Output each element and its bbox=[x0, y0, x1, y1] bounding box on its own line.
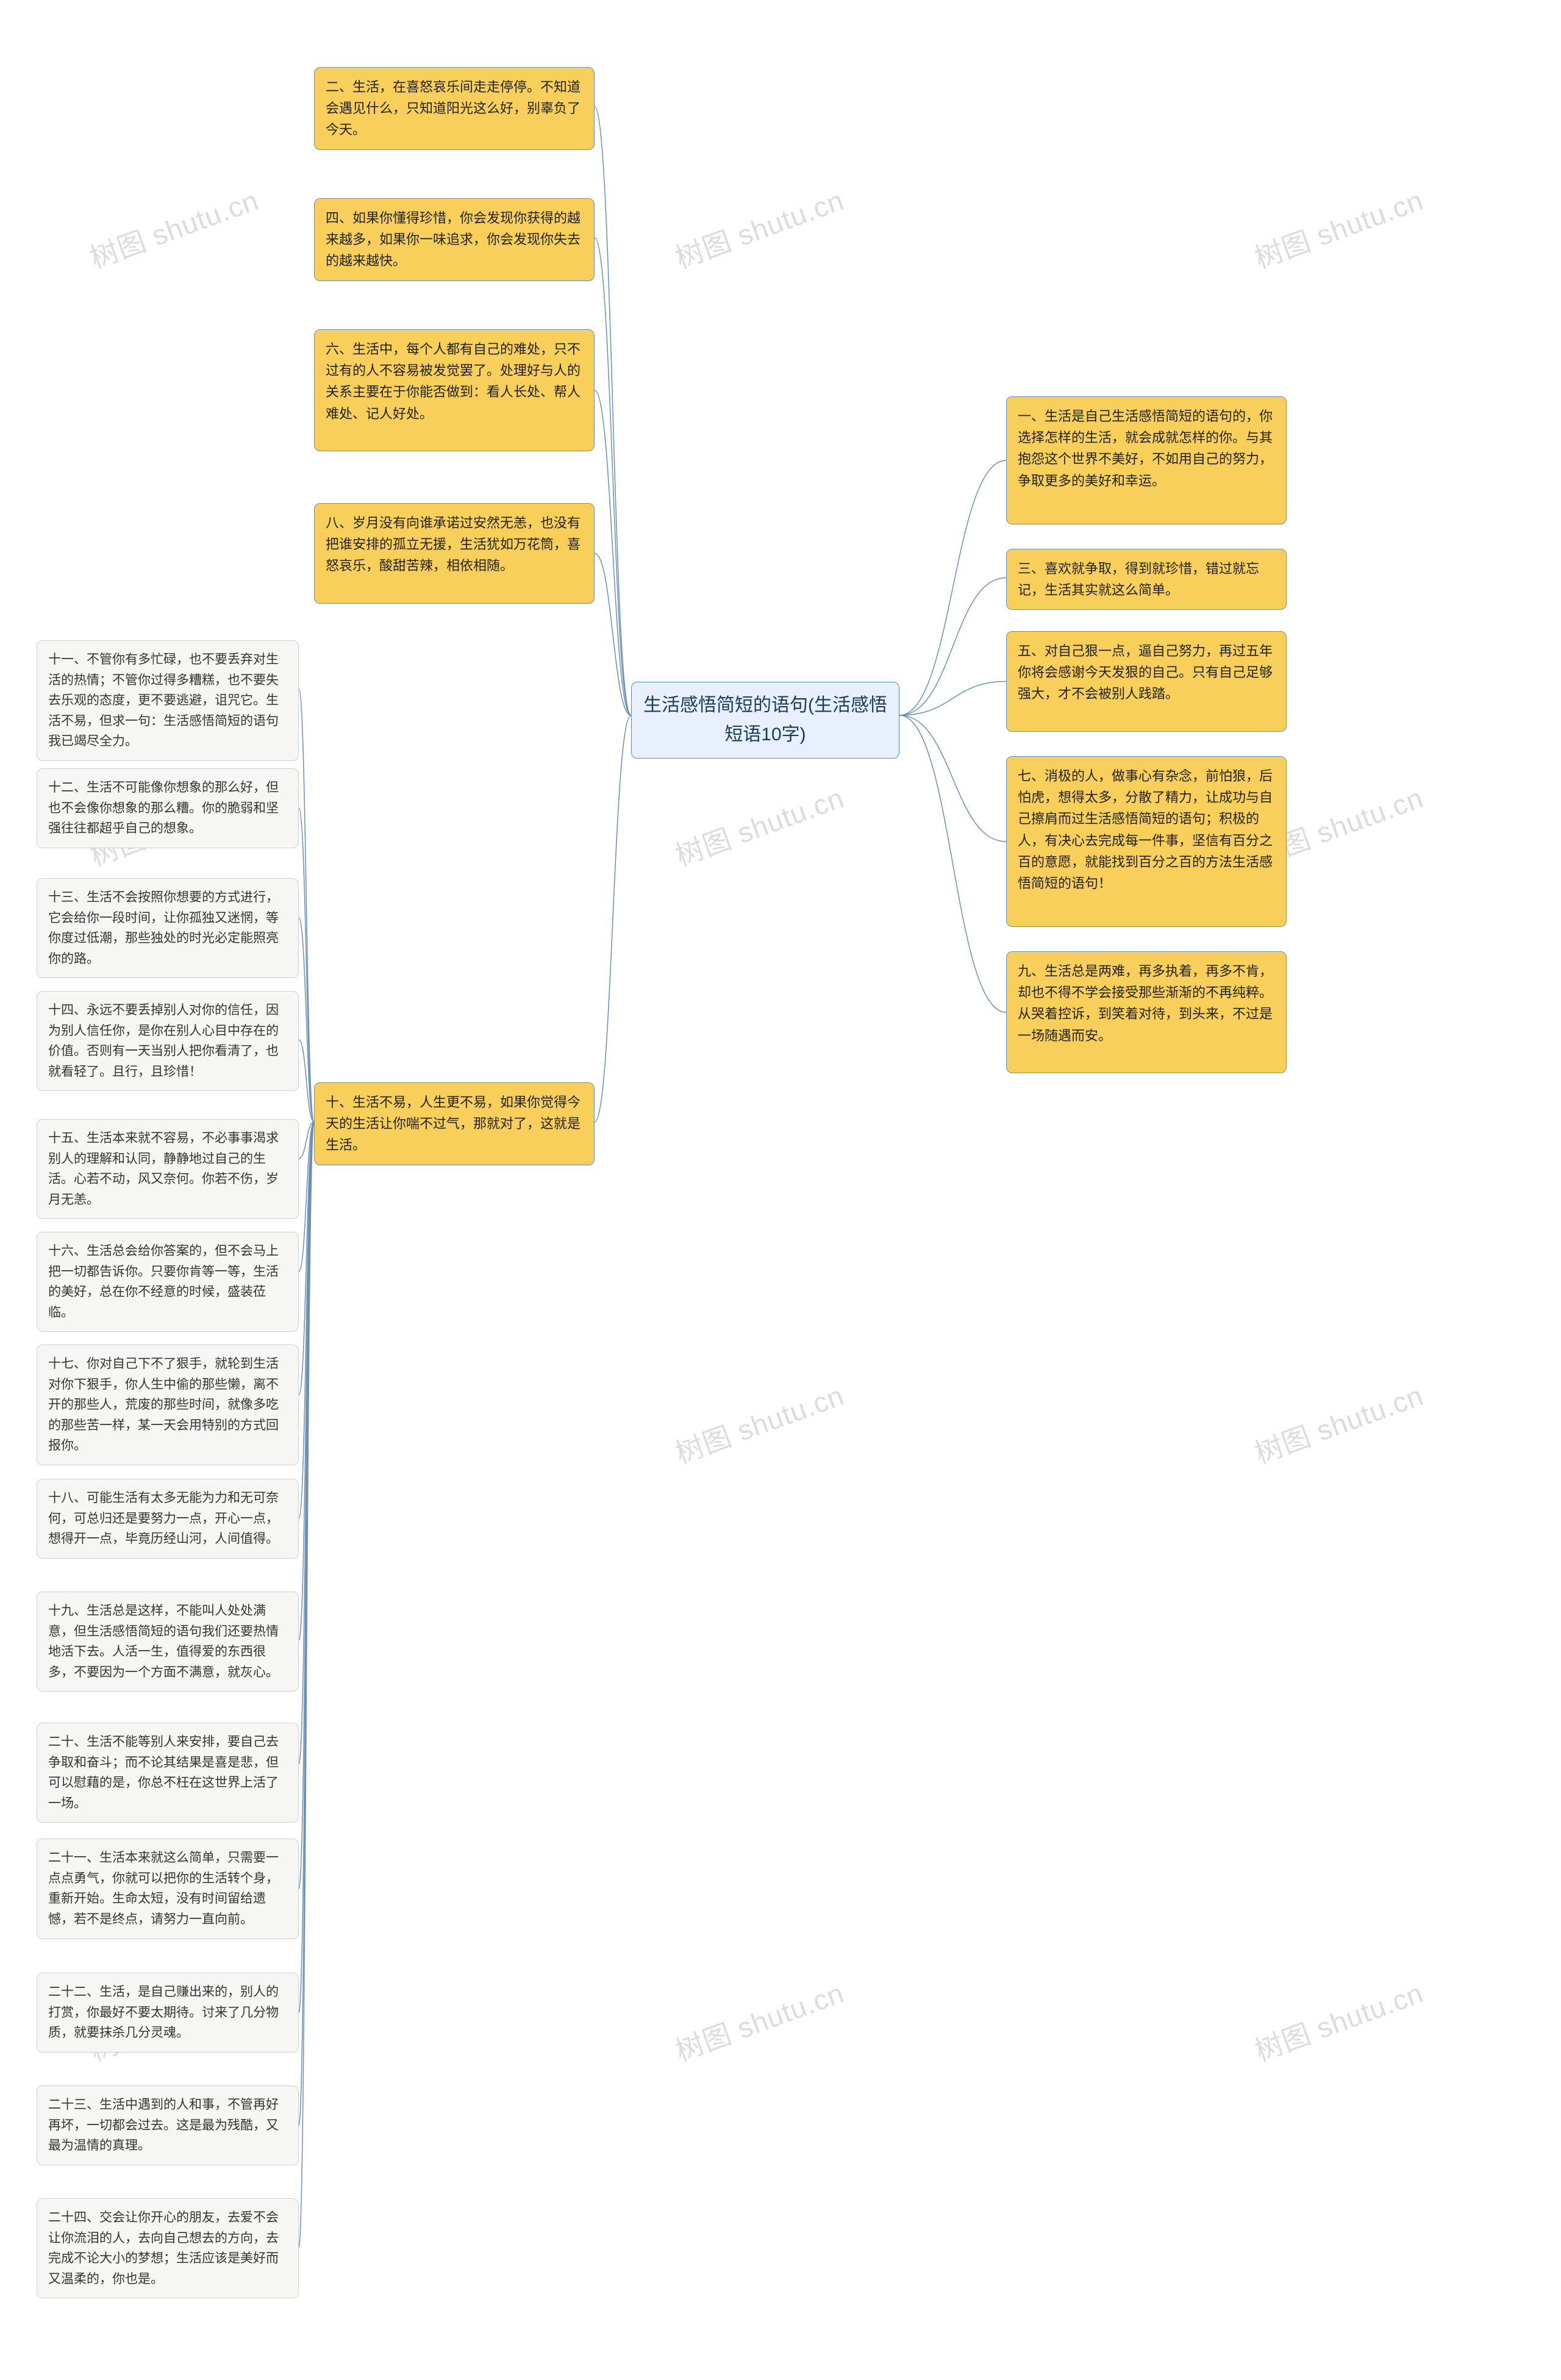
branch-node-l10: 十、生活不易，人生更不易，如果你觉得今天的生活让你喘不过气，那就对了，这就是生活… bbox=[314, 1082, 595, 1165]
mindmap-canvas: 树图 shutu.cn树图 shutu.cn树图 shutu.cn树图 shut… bbox=[0, 0, 1561, 2380]
branch-node-l6: 六、生活中，每个人都有自己的难处，只不过有的人不容易被发觉罢了。处理好与人的关系… bbox=[314, 329, 595, 451]
sub-node-s21: 二十一、生活本来就这么简单，只需要一点点勇气，你就可以把你的生活转个身，重新开始… bbox=[37, 1839, 299, 1939]
branch-node-r9: 九、生活总是两难，再多执着，再多不肯，却也不得不学会接受那些渐渐的不再纯粹。从哭… bbox=[1006, 951, 1287, 1073]
sub-node-s24: 二十四、交会让你开心的朋友，去爱不会让你流泪的人，去向自己想去的方向，去完成不论… bbox=[37, 2198, 299, 2298]
sub-node-s16: 十六、生活总会给你答案的，但不会马上把一切都告诉你。只要你肯等一等，生活的美好，… bbox=[37, 1232, 299, 1332]
sub-node-s18: 十八、可能生活有太多无能为力和无可奈何，可总归还是要努力一点，开心一点，想得开一… bbox=[37, 1479, 299, 1559]
branch-node-r5: 五、对自己狠一点，逼自己努力，再过五年你将会感谢今天发狠的自己。只有自己足够强大… bbox=[1006, 631, 1287, 732]
branch-node-r3: 三、喜欢就争取，得到就珍惜，错过就忘记，生活其实就这么简单。 bbox=[1006, 549, 1287, 610]
sub-node-s23: 二十三、生活中遇到的人和事，不管再好再坏，一切都会过去。这是最为残酷，又最为温情… bbox=[37, 2085, 299, 2165]
branch-node-l8: 八、岁月没有向谁承诺过安然无恙，也没有把谁安排的孤立无援，生活犹如万花筒，喜怒哀… bbox=[314, 503, 595, 604]
sub-node-s17: 十七、你对自己下不了狠手，就轮到生活对你下狠手，你人生中偷的那些懒，离不开的那些… bbox=[37, 1345, 299, 1465]
sub-node-s22: 二十二、生活，是自己赚出来的，别人的打赏，你最好不要太期待。讨来了几分物质，就要… bbox=[37, 1973, 299, 2053]
root-node: 生活感悟简短的语句(生活感悟短语10字) bbox=[631, 682, 899, 759]
sub-node-s20: 二十、生活不能等别人来安排，要自己去争取和奋斗；而不论其结果是喜是悲，但可以慰藉… bbox=[37, 1723, 299, 1823]
branch-node-l2: 二、生活，在喜怒哀乐间走走停停。不知道会遇见什么，只知道阳光这么好，别辜负了今天… bbox=[314, 67, 595, 150]
sub-node-s15: 十五、生活本来就不容易，不必事事渴求别人的理解和认同，静静地过自己的生活。心若不… bbox=[37, 1119, 299, 1219]
sub-node-s11: 十一、不管你有多忙碌，也不要丢弃对生活的热情；不管你过得多糟糕，也不要失去乐观的… bbox=[37, 640, 299, 761]
branch-node-r1: 一、生活是自己生活感悟简短的语句的，你选择怎样的生活，就会成就怎样的你。与其抱怨… bbox=[1006, 396, 1287, 524]
branch-node-r7: 七、消极的人，做事心有杂念，前怕狼，后怕虎，想得太多，分散了精力，让成功与自己擦… bbox=[1006, 756, 1287, 927]
sub-node-s13: 十三、生活不会按照你想要的方式进行，它会给你一段时间，让你孤独又迷惘，等你度过低… bbox=[37, 878, 299, 978]
branch-node-l4: 四、如果你懂得珍惜，你会发现你获得的越来越多，如果你一味追求，你会发现你失去的越… bbox=[314, 198, 595, 281]
sub-node-s12: 十二、生活不可能像你想象的那么好，但也不会像你想象的那么糟。你的脆弱和坚强往往都… bbox=[37, 768, 299, 848]
sub-node-s19: 十九、生活总是这样，不能叫人处处满意，但生活感悟简短的语句我们还要热情地活下去。… bbox=[37, 1592, 299, 1692]
sub-node-s14: 十四、永远不要丢掉别人对你的信任，因为别人信任你，是你在别人心目中存在的价值。否… bbox=[37, 991, 299, 1091]
